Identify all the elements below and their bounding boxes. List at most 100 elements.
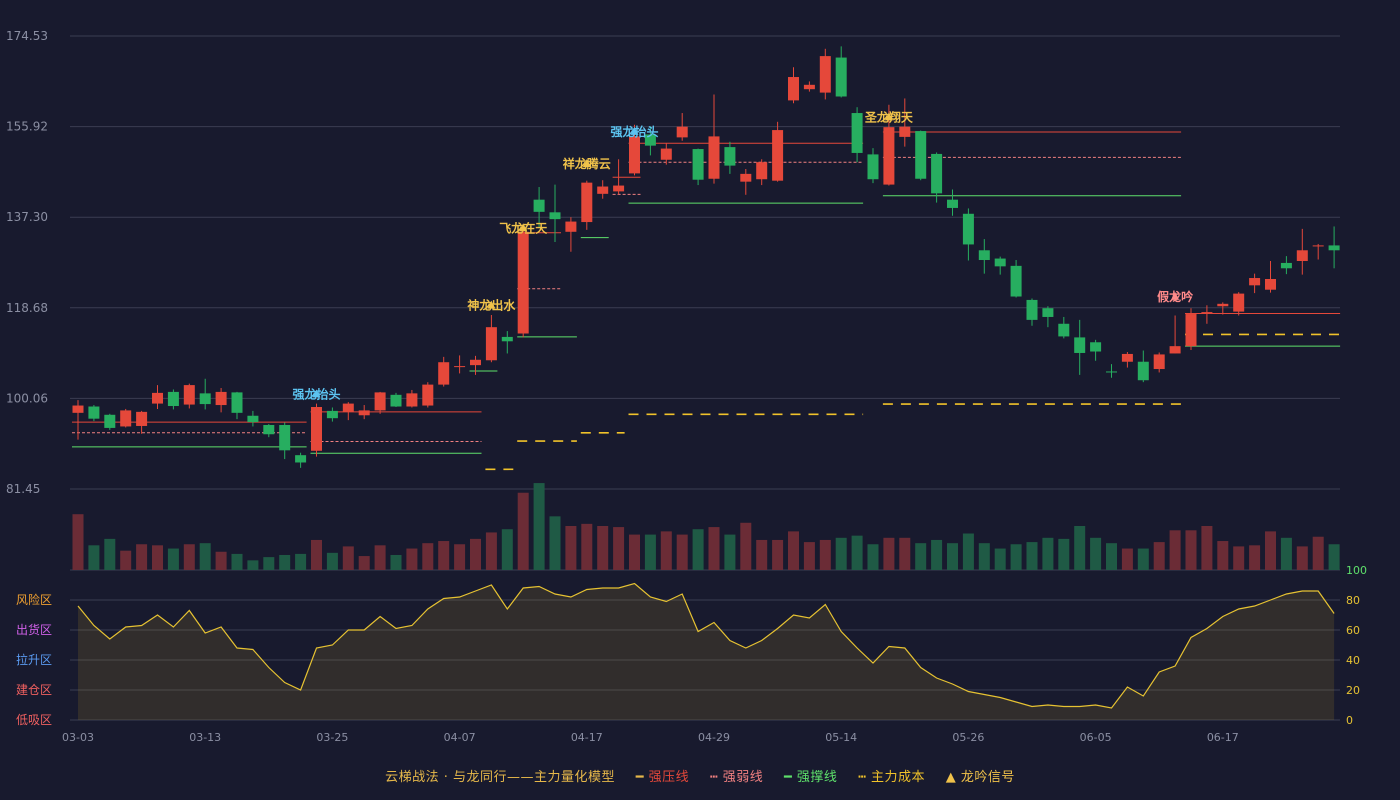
candle-body bbox=[1074, 337, 1086, 353]
oscillator-area bbox=[78, 583, 1335, 720]
candle-body bbox=[167, 391, 179, 407]
x-tick-label: 06-05 bbox=[1080, 731, 1112, 744]
candle-body bbox=[931, 153, 943, 194]
x-tick-label: 04-17 bbox=[571, 731, 603, 744]
candle-body bbox=[152, 392, 163, 404]
candle-body bbox=[660, 148, 672, 160]
legend-label: 龙吟信号 bbox=[960, 770, 1015, 785]
legend-item-main-cost[interactable]: ┅ 主力成本 bbox=[858, 766, 925, 785]
legend-item-strong-support[interactable]: ━ 强撑线 bbox=[784, 766, 837, 785]
candle-body bbox=[1121, 353, 1133, 362]
candle-body bbox=[470, 359, 481, 366]
volume-bar bbox=[931, 539, 943, 570]
legend-item-strong-resist[interactable]: ━ 强压线 bbox=[636, 766, 689, 785]
candle-body bbox=[803, 84, 815, 90]
signal-triangle-icon bbox=[487, 300, 496, 309]
legend-item-strong-weak[interactable]: ┅ 强弱线 bbox=[710, 766, 763, 785]
legend-symbol: ┅ bbox=[858, 770, 867, 785]
oscillator-panel bbox=[77, 582, 1335, 720]
osc-y-tick-label: 40 bbox=[1346, 654, 1360, 667]
x-tick-label: 05-26 bbox=[952, 731, 984, 744]
volume-bar bbox=[994, 548, 1006, 570]
candle-body bbox=[438, 362, 450, 385]
volume-bar bbox=[1153, 542, 1165, 570]
volume-bar bbox=[88, 545, 100, 570]
volume-bar bbox=[485, 532, 497, 570]
volume-bar bbox=[1233, 546, 1245, 570]
candle-body bbox=[279, 425, 291, 451]
volume-bar bbox=[247, 560, 259, 570]
candlesticks bbox=[72, 46, 1340, 468]
axis-labels: 174.53 155.92 137.30 118.68 100.06 81.45 100 80… bbox=[6, 29, 1367, 744]
osc-y-tick-label: 20 bbox=[1346, 684, 1360, 697]
volume-bar bbox=[136, 544, 148, 570]
x-tick-label: 03-03 bbox=[62, 731, 94, 744]
volume-bar bbox=[915, 543, 927, 570]
volume-bar bbox=[1265, 531, 1276, 570]
candle-body bbox=[247, 415, 259, 423]
volume-bar bbox=[978, 543, 990, 570]
price-y-tick-label: 100.06 bbox=[6, 391, 48, 405]
volume-bar bbox=[1042, 537, 1054, 570]
volume-bar bbox=[549, 516, 561, 570]
candle-body bbox=[358, 410, 370, 416]
osc-y-tick-label: 80 bbox=[1346, 594, 1360, 607]
volume-bar bbox=[183, 544, 195, 570]
candle-body bbox=[819, 56, 831, 93]
candle-body bbox=[1265, 278, 1276, 290]
volume-bar bbox=[708, 527, 720, 570]
volume-bar bbox=[1201, 526, 1213, 570]
volume-bar bbox=[167, 548, 179, 570]
candle-body bbox=[1201, 312, 1213, 314]
volume-bar bbox=[835, 537, 847, 570]
candle-body bbox=[517, 231, 529, 334]
volume-bar bbox=[295, 553, 307, 570]
osc-zone-label: 建仓区 bbox=[16, 683, 52, 697]
candle-body bbox=[644, 134, 656, 146]
signal-triangle-icon bbox=[312, 389, 321, 398]
stock-chart: 174.53 155.92 137.30 118.68 100.06 81.45 100 80… bbox=[6, 29, 1367, 744]
volume-bar bbox=[851, 535, 863, 570]
candle-body bbox=[485, 327, 497, 361]
signal-annotations: 强龙抬头神龙出水飞龙在天祥龙腾云强龙抬头圣龙翔天假龙吟 bbox=[292, 109, 1193, 401]
candle-body bbox=[406, 393, 418, 407]
candle-body bbox=[565, 221, 577, 232]
oscillator-line bbox=[77, 582, 1335, 709]
candle-body bbox=[1042, 308, 1054, 317]
osc-zone-label: 拉升区 bbox=[16, 652, 52, 667]
candle-body bbox=[676, 126, 688, 138]
volume-bar bbox=[279, 554, 291, 570]
candle-body bbox=[1137, 361, 1149, 381]
candle-body bbox=[501, 336, 513, 342]
legend-symbol: ━ bbox=[783, 770, 793, 785]
volume-bar bbox=[263, 557, 275, 570]
legend-label: 强压线 bbox=[648, 770, 690, 785]
signal-triangle-icon bbox=[1171, 291, 1180, 300]
volume-bar bbox=[724, 534, 736, 570]
volume-bar bbox=[326, 552, 338, 570]
x-tick-label: 03-13 bbox=[189, 731, 221, 744]
legend-item-signal[interactable]: ▲ 龙吟信号 bbox=[946, 766, 1015, 785]
candle-body bbox=[867, 154, 879, 180]
candle-body bbox=[231, 392, 243, 413]
candle-body bbox=[295, 455, 307, 463]
candle-body bbox=[1233, 293, 1245, 312]
candle-body bbox=[978, 250, 990, 261]
volume-bar bbox=[533, 483, 545, 570]
candle-body bbox=[72, 405, 84, 413]
volume-bar bbox=[1249, 545, 1261, 570]
candle-body bbox=[136, 411, 148, 426]
candle-body bbox=[120, 410, 132, 427]
volume-bar bbox=[613, 527, 625, 570]
legend-symbol: ┅ bbox=[709, 770, 719, 785]
signal-triangle-icon bbox=[630, 126, 639, 135]
candle-body bbox=[549, 212, 561, 220]
candle-body bbox=[1010, 265, 1022, 297]
x-tick-label: 03-25 bbox=[316, 731, 348, 744]
price-y-tick-label: 137.30 bbox=[6, 210, 48, 224]
volume-bar bbox=[788, 531, 799, 570]
volume-bar bbox=[1010, 544, 1022, 570]
osc-zone-label: 出货区 bbox=[16, 622, 52, 637]
candle-body bbox=[597, 186, 609, 194]
price-y-tick-label: 81.45 bbox=[6, 482, 40, 496]
